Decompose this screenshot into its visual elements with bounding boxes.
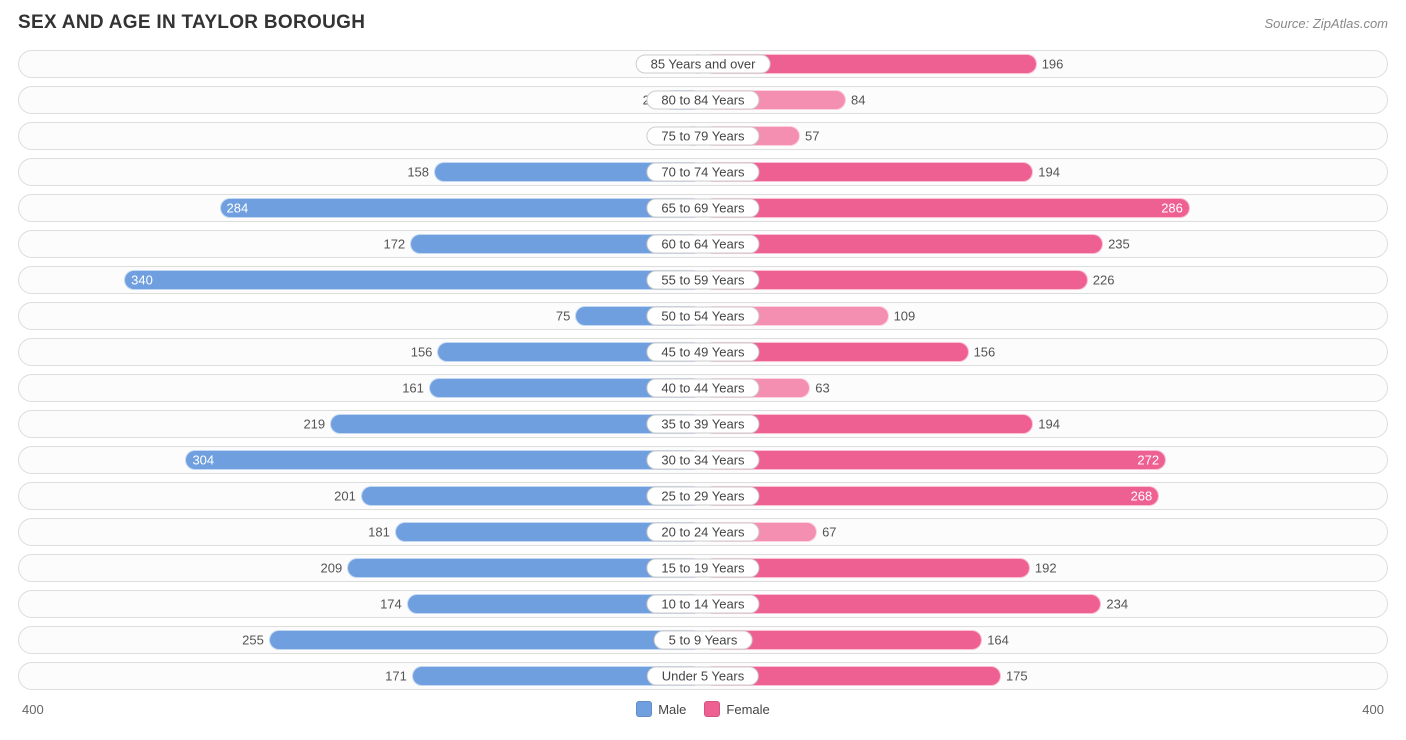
chart-header: SEX AND AGE IN TAYLOR BOROUGH Source: Zi… [18,12,1388,34]
chart-row: 284 286 65 to 69 Years [18,194,1388,222]
female-bar: 272 [703,450,1166,470]
population-pyramid-chart: 619685 Years and over248480 to 84 Years1… [18,50,1388,690]
legend-swatch-female [704,701,720,717]
axis-max-right: 400 [1362,702,1384,717]
category-label: 45 to 49 Years [646,343,759,362]
female-value: 235 [1102,237,1130,252]
female-value: 156 [968,345,996,360]
chart-row: 158 194 70 to 74 Years [18,158,1388,186]
male-value: 304 [192,453,214,468]
category-label: 80 to 84 Years [646,91,759,110]
female-value: 194 [1032,417,1060,432]
category-label: 70 to 74 Years [646,163,759,182]
male-bar: 340 [124,270,703,290]
chart-row: 181 67 20 to 24 Years [18,518,1388,546]
category-label: 15 to 19 Years [646,559,759,578]
axis-max-left: 400 [22,702,44,717]
male-bar: 304 [185,450,703,470]
male-bar: 284 [220,198,704,218]
chart-row: 209 192 15 to 19 Years [18,554,1388,582]
male-value: 171 [385,669,413,684]
male-value: 209 [320,561,348,576]
chart-row: 201 268 25 to 29 Years [18,482,1388,510]
legend-item-female: Female [704,701,769,717]
male-value: 284 [227,201,249,216]
male-value: 201 [334,489,362,504]
category-label: 65 to 69 Years [646,199,759,218]
category-label: 10 to 14 Years [646,595,759,614]
female-bar: 234 [703,594,1101,614]
chart-row: 75 109 50 to 54 Years [18,302,1388,330]
category-label: 75 to 79 Years [646,127,759,146]
male-value: 174 [380,597,408,612]
category-label: 20 to 24 Years [646,523,759,542]
chart-row: 125775 to 79 Years [18,122,1388,150]
category-label: 50 to 54 Years [646,307,759,326]
female-value: 63 [809,381,829,396]
legend-label-male: Male [658,702,686,717]
female-value: 226 [1087,273,1115,288]
female-bar: 268 [703,486,1159,506]
chart-row: 34022655 to 59 Years [18,266,1388,294]
chart-row: 161 63 40 to 44 Years [18,374,1388,402]
female-value: 84 [845,93,865,108]
female-value: 109 [888,309,916,324]
male-value: 158 [407,165,435,180]
category-label: 40 to 44 Years [646,379,759,398]
category-label: 25 to 29 Years [646,487,759,506]
female-value: 234 [1100,597,1128,612]
female-value: 67 [816,525,836,540]
legend-swatch-male [636,701,652,717]
male-bar: 255 [269,630,703,650]
male-value: 340 [131,273,153,288]
male-value: 181 [368,525,396,540]
female-value: 268 [1131,489,1153,504]
category-label: 60 to 64 Years [646,235,759,254]
category-label: 35 to 39 Years [646,415,759,434]
male-value: 172 [383,237,411,252]
category-label: 30 to 34 Years [646,451,759,470]
chart-row: 304 272 30 to 34 Years [18,446,1388,474]
male-value: 75 [556,309,576,324]
female-value: 272 [1137,453,1159,468]
chart-source: Source: ZipAtlas.com [1264,16,1388,31]
chart-row: 248480 to 84 Years [18,86,1388,114]
chart-row: 219 194 35 to 39 Years [18,410,1388,438]
legend-label-female: Female [726,702,769,717]
male-value: 255 [242,633,270,648]
female-value: 286 [1161,201,1183,216]
female-value: 192 [1029,561,1057,576]
female-value: 164 [981,633,1009,648]
male-value: 219 [303,417,331,432]
female-bar: 235 [703,234,1103,254]
chart-legend: Male Female [636,701,770,717]
male-value: 156 [411,345,439,360]
female-bar: 226 [703,270,1088,290]
category-label: 5 to 9 Years [654,631,753,650]
chart-row: 619685 Years and over [18,50,1388,78]
chart-row: 17223560 to 64 Years [18,230,1388,258]
female-value: 194 [1032,165,1060,180]
legend-item-male: Male [636,701,686,717]
chart-row: 171 175 Under 5 Years [18,662,1388,690]
female-value: 196 [1036,57,1064,72]
female-value: 57 [799,129,819,144]
chart-row: 156 156 45 to 49 Years [18,338,1388,366]
category-label: 85 Years and over [636,55,771,74]
category-label: 55 to 59 Years [646,271,759,290]
male-value: 161 [402,381,430,396]
female-value: 175 [1000,669,1028,684]
female-bar: 286 [703,198,1190,218]
category-label: Under 5 Years [647,667,759,686]
chart-title: SEX AND AGE IN TAYLOR BOROUGH [18,12,365,34]
chart-footer: 400 Male Female 400 [18,698,1388,720]
chart-row: 255 164 5 to 9 Years [18,626,1388,654]
chart-row: 17423410 to 14 Years [18,590,1388,618]
